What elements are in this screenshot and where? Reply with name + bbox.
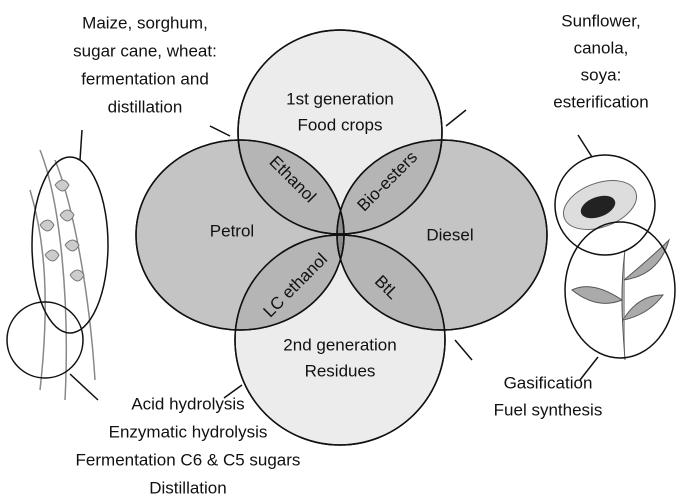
- connector: [69, 373, 99, 401]
- note: esterification: [553, 92, 648, 111]
- wheat-circle: [31, 156, 109, 334]
- note: Enzymatic hydrolysis: [109, 422, 268, 441]
- connector: [223, 384, 243, 399]
- venn: [135, 29, 548, 446]
- plants: [6, 149, 676, 401]
- plant-ellipse: [564, 221, 676, 359]
- ellipse-label: Petrol: [210, 221, 254, 240]
- note: soya:: [581, 65, 622, 84]
- ellipse-label: Diesel: [426, 225, 473, 244]
- outline: [234, 234, 446, 446]
- note: Sunflower,: [561, 11, 640, 30]
- note: Fuel synthesis: [494, 400, 603, 419]
- note: Acid hydrolysis: [131, 394, 244, 413]
- connector: [209, 125, 231, 137]
- circle-label: 1st generation: [286, 89, 394, 108]
- labels: 1st generation Food crops 2nd generation Re…: [73, 11, 649, 497]
- circle-label: 2nd generation: [283, 335, 396, 354]
- note: canola,: [574, 38, 629, 57]
- note: fermentation and: [81, 69, 209, 88]
- connectors: [69, 109, 599, 401]
- circle-label: Food crops: [297, 115, 382, 134]
- note: Distillation: [149, 478, 226, 497]
- note: distillation: [108, 97, 183, 116]
- note: Maize, sorghum,: [82, 13, 208, 32]
- outline: [237, 29, 443, 235]
- connector: [577, 134, 593, 158]
- note: sugar cane, wheat:: [73, 41, 217, 60]
- connector: [579, 356, 599, 381]
- connector: [79, 129, 83, 161]
- note: Fermentation C6 & C5 sugars: [76, 450, 301, 469]
- connector: [454, 339, 473, 361]
- wheat-detail-circle: [6, 301, 84, 379]
- sunflower-circle: [554, 154, 656, 256]
- circle-label: Residues: [305, 361, 376, 380]
- note: Gasification: [504, 373, 593, 392]
- connector: [445, 109, 467, 127]
